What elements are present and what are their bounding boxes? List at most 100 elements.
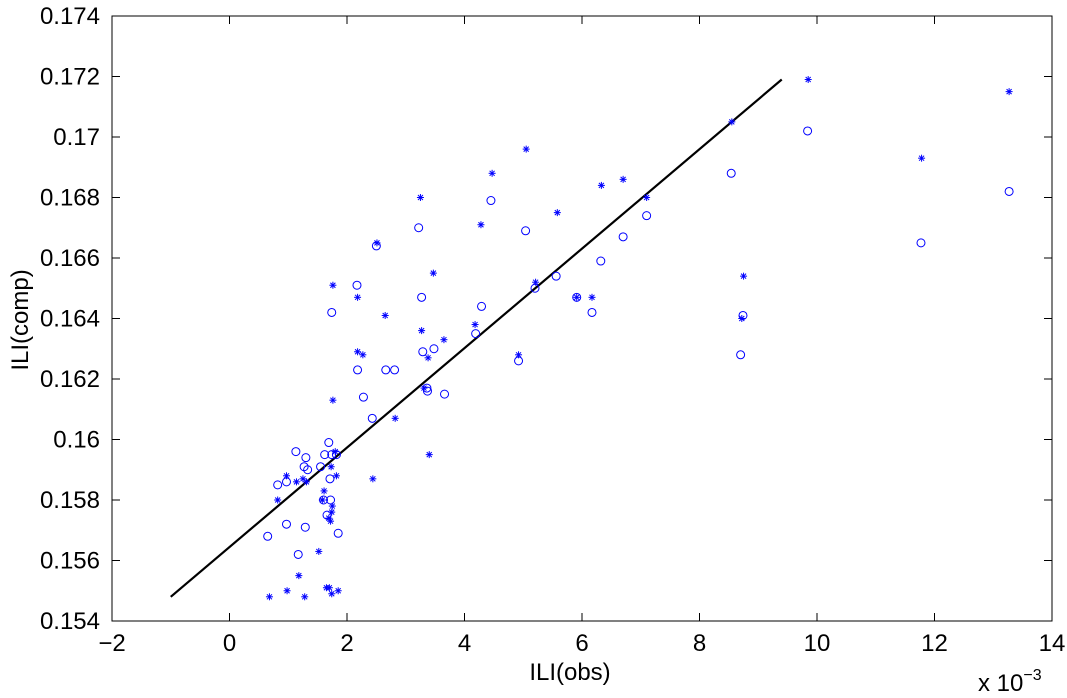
circle-point xyxy=(471,329,481,339)
circle-series xyxy=(263,126,1014,559)
circle-point xyxy=(301,453,311,463)
circle-point xyxy=(390,365,400,375)
asterisk-point xyxy=(418,327,426,335)
circle-point xyxy=(327,307,337,317)
asterisk-point xyxy=(532,278,540,286)
fit-line-group xyxy=(170,78,783,598)
y-tick-label: 0.154 xyxy=(40,608,100,635)
asterisk-point xyxy=(391,414,399,422)
asterisk-stroke xyxy=(421,385,427,391)
asterisk-point xyxy=(327,517,335,525)
asterisk-stroke xyxy=(325,515,332,522)
circle-point xyxy=(263,531,273,541)
circle-point xyxy=(726,168,736,178)
asterisk-point xyxy=(359,351,367,359)
asterisk-point xyxy=(918,154,926,162)
asterisk-stroke xyxy=(589,294,595,301)
asterisk-point xyxy=(315,547,323,555)
asterisk-point xyxy=(424,354,432,362)
asterisk-point xyxy=(328,508,336,516)
asterisk-stroke xyxy=(425,354,431,361)
asterisk-point xyxy=(440,336,448,344)
svg-text:x 10−3: x 10−3 xyxy=(978,667,1042,693)
asterisk-stroke xyxy=(573,294,580,301)
y-tick-label: 0.174 xyxy=(40,3,100,30)
asterisk-point xyxy=(643,194,651,201)
asterisk-stroke xyxy=(554,209,561,216)
x-exponent-base: x 10 xyxy=(978,670,1023,693)
asterisk-stroke xyxy=(330,282,336,289)
asterisk-point xyxy=(327,463,335,471)
asterisk-point xyxy=(265,593,273,601)
asterisk-stroke xyxy=(328,509,335,515)
circle-point xyxy=(521,226,531,236)
circle-point xyxy=(300,522,310,532)
circle-point xyxy=(352,280,362,290)
circle-point xyxy=(596,256,606,266)
x-axis-label: ILI(obs) xyxy=(529,659,610,686)
asterisk-point xyxy=(728,118,736,126)
asterisk-point xyxy=(740,272,748,280)
circle-point xyxy=(293,549,303,559)
asterisk-point xyxy=(373,239,381,247)
asterisk-stroke xyxy=(321,488,327,494)
circle-point xyxy=(291,447,301,457)
x-exponent-label: x 10−3 xyxy=(978,667,1042,697)
circle-point xyxy=(1004,186,1014,196)
asterisk-stroke xyxy=(266,593,273,600)
asterisk-point xyxy=(429,269,437,277)
circle-point xyxy=(418,347,428,357)
circle-point xyxy=(333,528,343,538)
circle-point xyxy=(367,413,377,423)
asterisk-point xyxy=(334,587,342,595)
asterisk-stroke xyxy=(426,451,433,458)
asterisk-stroke xyxy=(300,475,306,482)
asterisk-stroke xyxy=(328,590,335,597)
asterisk-stroke xyxy=(382,312,389,319)
asterisk-stroke xyxy=(643,194,650,201)
y-tick-label: 0.162 xyxy=(40,366,100,393)
x-tick-label: 6 xyxy=(575,630,588,657)
asterisk-point xyxy=(295,572,303,580)
circle-point xyxy=(316,462,326,472)
circle-point xyxy=(417,292,427,302)
asterisk-point xyxy=(320,487,328,495)
asterisk-point xyxy=(328,502,336,510)
asterisk-stroke xyxy=(489,170,495,177)
asterisk-point xyxy=(325,584,333,592)
x-tick-label: 14 xyxy=(1039,630,1066,657)
y-tick-label: 0.17 xyxy=(53,124,100,151)
y-tick-label: 0.168 xyxy=(40,185,100,212)
x-exponent-power: −3 xyxy=(1023,667,1041,684)
asterisk-stroke xyxy=(441,336,447,343)
asterisk-stroke xyxy=(620,176,626,183)
circle-point xyxy=(618,232,628,242)
circle-point xyxy=(358,392,368,402)
asterisk-stroke xyxy=(430,270,437,276)
asterisk-stroke xyxy=(283,472,290,479)
asterisk-point xyxy=(282,472,290,480)
y-tick-label: 0.164 xyxy=(40,306,100,333)
asterisk-stroke xyxy=(330,397,336,404)
circle-point xyxy=(587,307,597,317)
asterisk-point xyxy=(331,448,339,456)
circle-point xyxy=(281,519,291,529)
fit-line xyxy=(170,78,783,598)
asterisk-point xyxy=(354,293,362,301)
circle-point xyxy=(324,438,334,448)
circle-point xyxy=(353,365,363,375)
asterisk-stroke xyxy=(354,294,361,301)
asterisk-stroke xyxy=(918,155,925,162)
y-tick-label: 0.156 xyxy=(40,548,100,575)
asterisk-point xyxy=(354,348,362,356)
y-axis-label: ILI(comp) xyxy=(7,269,34,370)
asterisk-stroke xyxy=(327,518,334,525)
x-tick-label: 0 xyxy=(223,630,236,657)
circle-point xyxy=(803,126,813,136)
asterisk-point xyxy=(329,396,337,404)
ticks: −2 0 2 4 6 8 10 12 14 0.154 0.156 0.158 0.16 0.162 0.1… xyxy=(40,3,1065,657)
x-tick-label: 10 xyxy=(804,630,831,657)
circle-point xyxy=(530,283,540,293)
